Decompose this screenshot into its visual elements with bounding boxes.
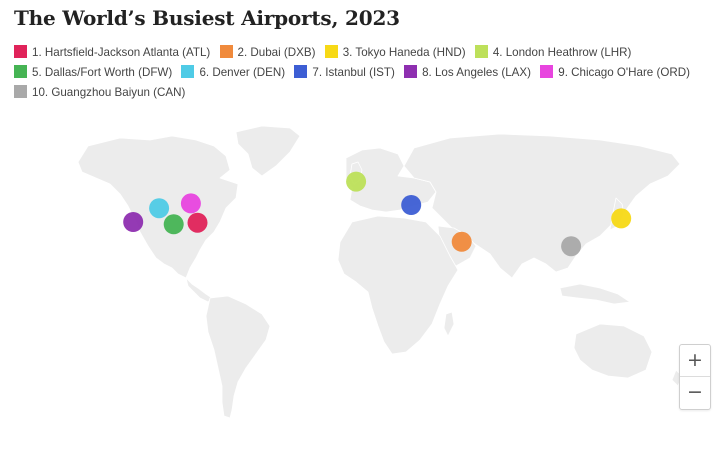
world-map[interactable] <box>0 118 722 449</box>
land-south-america <box>205 295 271 419</box>
airport-marker-lhr[interactable] <box>346 171 367 192</box>
legend-swatch <box>181 65 195 78</box>
legend-swatch <box>404 65 418 78</box>
airport-marker-lax[interactable] <box>123 212 144 232</box>
legend-item-hnd[interactable]: 3. Tokyo Haneda (HND) <box>324 45 466 59</box>
legend-label: 1. Hartsfield-Jackson Atlanta (ATL) <box>32 46 211 59</box>
legend-item-atl[interactable]: 1. Hartsfield-Jackson Atlanta (ATL) <box>14 45 211 59</box>
legend-label: 8. Los Angeles (LAX) <box>422 66 532 79</box>
legend-swatch <box>294 65 308 78</box>
legend-item-dxb[interactable]: 2. Dubai (DXB) <box>219 45 316 59</box>
legend-label: 2. Dubai (DXB) <box>237 46 316 59</box>
legend-label: 9. Chicago O'Hare (ORD) <box>558 66 690 79</box>
legend-item-lax[interactable]: 8. Los Angeles (LAX) <box>404 65 532 79</box>
legend-label: 10. Guangzhou Baiyun (CAN) <box>32 86 186 99</box>
airport-marker-atl[interactable] <box>187 212 208 233</box>
legend-item-den[interactable]: 6. Denver (DEN) <box>181 65 286 79</box>
land-se-asia <box>559 283 631 305</box>
legend-swatch <box>324 45 338 58</box>
airport-marker-ord[interactable] <box>180 193 201 214</box>
legend-item-ist[interactable]: 7. Istanbul (IST) <box>294 65 395 79</box>
legend-swatch <box>474 45 488 58</box>
legend-label: 6. Denver (DEN) <box>199 66 286 79</box>
land-australia <box>573 323 653 379</box>
land-africa <box>337 215 459 355</box>
airport-marker-dxb[interactable] <box>451 231 472 252</box>
legend-label: 7. Istanbul (IST) <box>312 66 395 79</box>
airport-marker-den[interactable] <box>149 198 170 219</box>
legend-swatch <box>14 45 27 58</box>
land-central-america <box>185 277 213 303</box>
land-greenland <box>235 125 301 177</box>
map-title: The World’s Busiest Airports, 2023 <box>14 6 400 30</box>
legend-swatch <box>14 65 27 78</box>
legend-item-lhr[interactable]: 4. London Heathrow (LHR) <box>474 45 632 59</box>
legend-item-ord[interactable]: 9. Chicago O'Hare (ORD) <box>540 65 690 79</box>
land-madagascar <box>443 311 455 337</box>
legend-label: 3. Tokyo Haneda (HND) <box>342 46 466 59</box>
zoom-controls: + − <box>679 344 711 410</box>
airport-marker-can[interactable] <box>561 236 582 257</box>
legend-label: 5. Dallas/Fort Worth (DFW) <box>32 66 173 79</box>
legend-item-dfw[interactable]: 5. Dallas/Fort Worth (DFW) <box>14 65 173 79</box>
legend: 1. Hartsfield-Jackson Atlanta (ATL) 2. D… <box>14 43 704 103</box>
land-layer <box>77 125 683 419</box>
zoom-out-button[interactable]: − <box>680 376 710 408</box>
legend-item-can[interactable]: 10. Guangzhou Baiyun (CAN) <box>14 85 186 99</box>
legend-swatch <box>540 65 554 78</box>
airport-marker-hnd[interactable] <box>611 208 632 229</box>
legend-swatch <box>14 85 27 98</box>
airport-marker-dfw[interactable] <box>163 214 184 235</box>
airport-markers <box>123 171 632 257</box>
zoom-in-button[interactable]: + <box>687 349 703 371</box>
airport-marker-ist[interactable] <box>401 195 422 215</box>
legend-label: 4. London Heathrow (LHR) <box>492 46 632 59</box>
legend-swatch <box>219 45 233 58</box>
